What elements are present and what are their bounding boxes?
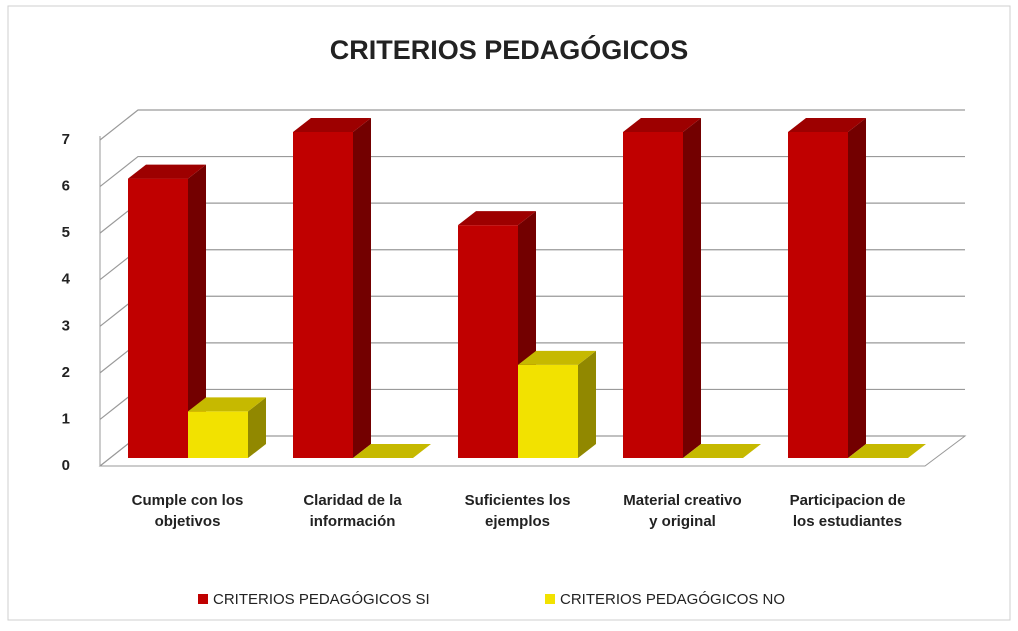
bar-top [623, 118, 701, 132]
y-tick-label: 0 [62, 457, 70, 474]
grid-line [99, 109, 965, 141]
bar-front [293, 132, 353, 458]
bar [128, 164, 206, 459]
legend-label: CRITERIOS PEDAGÓGICOS SI [213, 591, 430, 608]
bar-side [248, 397, 266, 458]
bar-top [458, 211, 536, 226]
bar-side [353, 118, 371, 458]
bar-front [128, 178, 188, 459]
y-tick-label: 7 [62, 131, 70, 148]
bar-top [293, 118, 371, 132]
legend-swatch [545, 594, 555, 604]
bar-side [188, 164, 206, 459]
bar-front [788, 132, 848, 458]
bar-top [188, 397, 266, 412]
y-tick-label: 3 [62, 317, 70, 334]
bar-side [683, 118, 701, 458]
bar [683, 444, 761, 458]
x-tick-label: Suficientes los ejemplos [464, 492, 571, 530]
bar [848, 444, 926, 458]
bar-top [683, 444, 761, 458]
bar-top [518, 350, 596, 365]
bar-top [128, 164, 206, 179]
bar [188, 397, 266, 458]
legend-swatch [198, 594, 208, 604]
y-tick-label: 4 [62, 271, 71, 288]
chart-title: CRITERIOS PEDAGÓGICOS [330, 34, 689, 65]
bar-top [788, 118, 866, 132]
bar [293, 118, 371, 458]
x-tick-label: Claridad de la información [303, 492, 402, 530]
bar [788, 118, 866, 458]
y-tick-label: 2 [62, 364, 70, 381]
y-tick-label: 6 [62, 178, 70, 195]
bar [623, 118, 701, 458]
bar-front [188, 411, 248, 458]
y-tick-label: 5 [62, 224, 70, 241]
bar-side [848, 118, 866, 458]
x-tick-label: Cumple con los objetivos [131, 492, 244, 530]
bar-front [458, 225, 518, 458]
bar-top [353, 444, 431, 458]
x-tick-label: Participacion de los estudiantes [789, 492, 906, 530]
legend-label: CRITERIOS PEDAGÓGICOS NO [560, 591, 785, 608]
x-tick-label: Material creativo y original [623, 492, 742, 530]
bar-front [518, 364, 578, 458]
bar-top [848, 444, 926, 458]
bar [518, 350, 596, 458]
bar [353, 444, 431, 458]
bar-front [623, 132, 683, 458]
y-tick-label: 1 [62, 410, 70, 427]
bar-side [578, 350, 596, 458]
